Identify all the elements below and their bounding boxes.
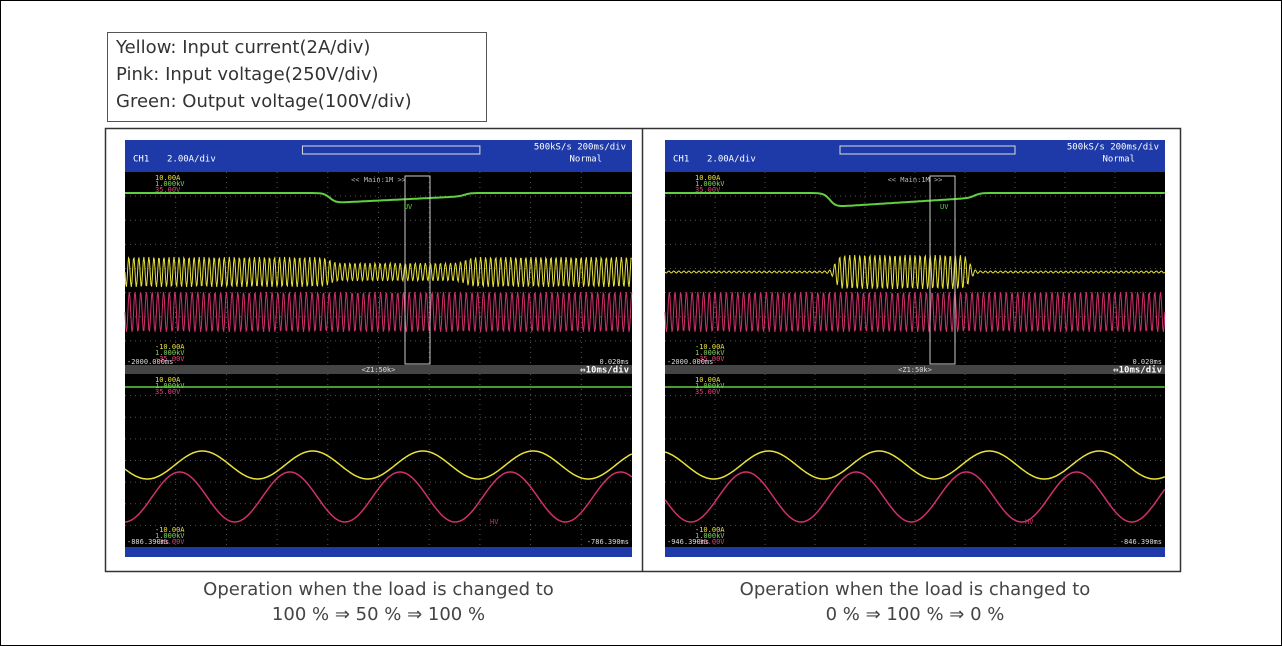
sample-rate: 500kS/s 200ms/div xyxy=(534,143,626,153)
footer-bar xyxy=(665,547,1165,557)
trace-label: HV xyxy=(490,518,499,526)
caption: Operation when the load is changed to xyxy=(203,579,554,600)
trigger-mode: Normal xyxy=(1102,155,1135,165)
main-label: << Main:1M >> xyxy=(351,176,406,184)
trace-label: UV xyxy=(404,203,413,211)
zoom-label: <Z1:50k> xyxy=(362,366,396,374)
zoom-start: -886.390ms xyxy=(127,538,169,546)
trace-label: HV xyxy=(1025,518,1034,526)
main-start: -2000.000ms xyxy=(127,358,173,366)
range-top: 35.00V xyxy=(695,388,721,396)
sample-rate: 500kS/s 200ms/div xyxy=(1067,143,1159,153)
legend-line: Green: Output voltage(100V/div) xyxy=(116,91,412,112)
legend-line: Yellow: Input current(2A/div) xyxy=(115,37,370,58)
main-start: -2000.000ms xyxy=(667,358,713,366)
channel-scale: 2.00A/div xyxy=(707,155,756,165)
zoom-start: -946.390ms xyxy=(667,538,709,546)
zoom-end: -846.390ms xyxy=(1120,538,1162,546)
trace-label: UV xyxy=(940,203,949,211)
channel-label: CH1 xyxy=(673,155,689,165)
zoom-scale: ⇔10ms/div xyxy=(1113,365,1162,376)
oscilloscope: CH1 2.00A/div 500kS/s 200ms/div Normal << Ma… xyxy=(665,140,1165,557)
zoom-label: <Z1:50k> xyxy=(898,366,932,374)
caption: Operation when the load is changed to xyxy=(740,579,1091,600)
trigger-mode: Normal xyxy=(569,155,602,165)
zoom-scale: ⇔10ms/div xyxy=(580,365,629,376)
footer-bar xyxy=(125,547,632,557)
channel-label: CH1 xyxy=(133,155,149,165)
zoom-end: -786.390ms xyxy=(587,538,629,546)
caption: 0 % ⇒ 100 % ⇒ 0 % xyxy=(826,604,1005,625)
caption: 100 % ⇒ 50 % ⇒ 100 % xyxy=(272,604,485,625)
legend-line: Pink: Input voltage(250V/div) xyxy=(116,64,379,85)
channel-scale: 2.00A/div xyxy=(167,155,216,165)
main-label: << Main:1M >> xyxy=(888,176,943,184)
range-top: 35.00V xyxy=(155,388,181,396)
page: Yellow: Input current(2A/div) Pink: Inpu… xyxy=(0,0,1282,646)
oscilloscope: CH1 2.00A/div 500kS/s 200ms/div Normal << Ma… xyxy=(125,140,632,557)
